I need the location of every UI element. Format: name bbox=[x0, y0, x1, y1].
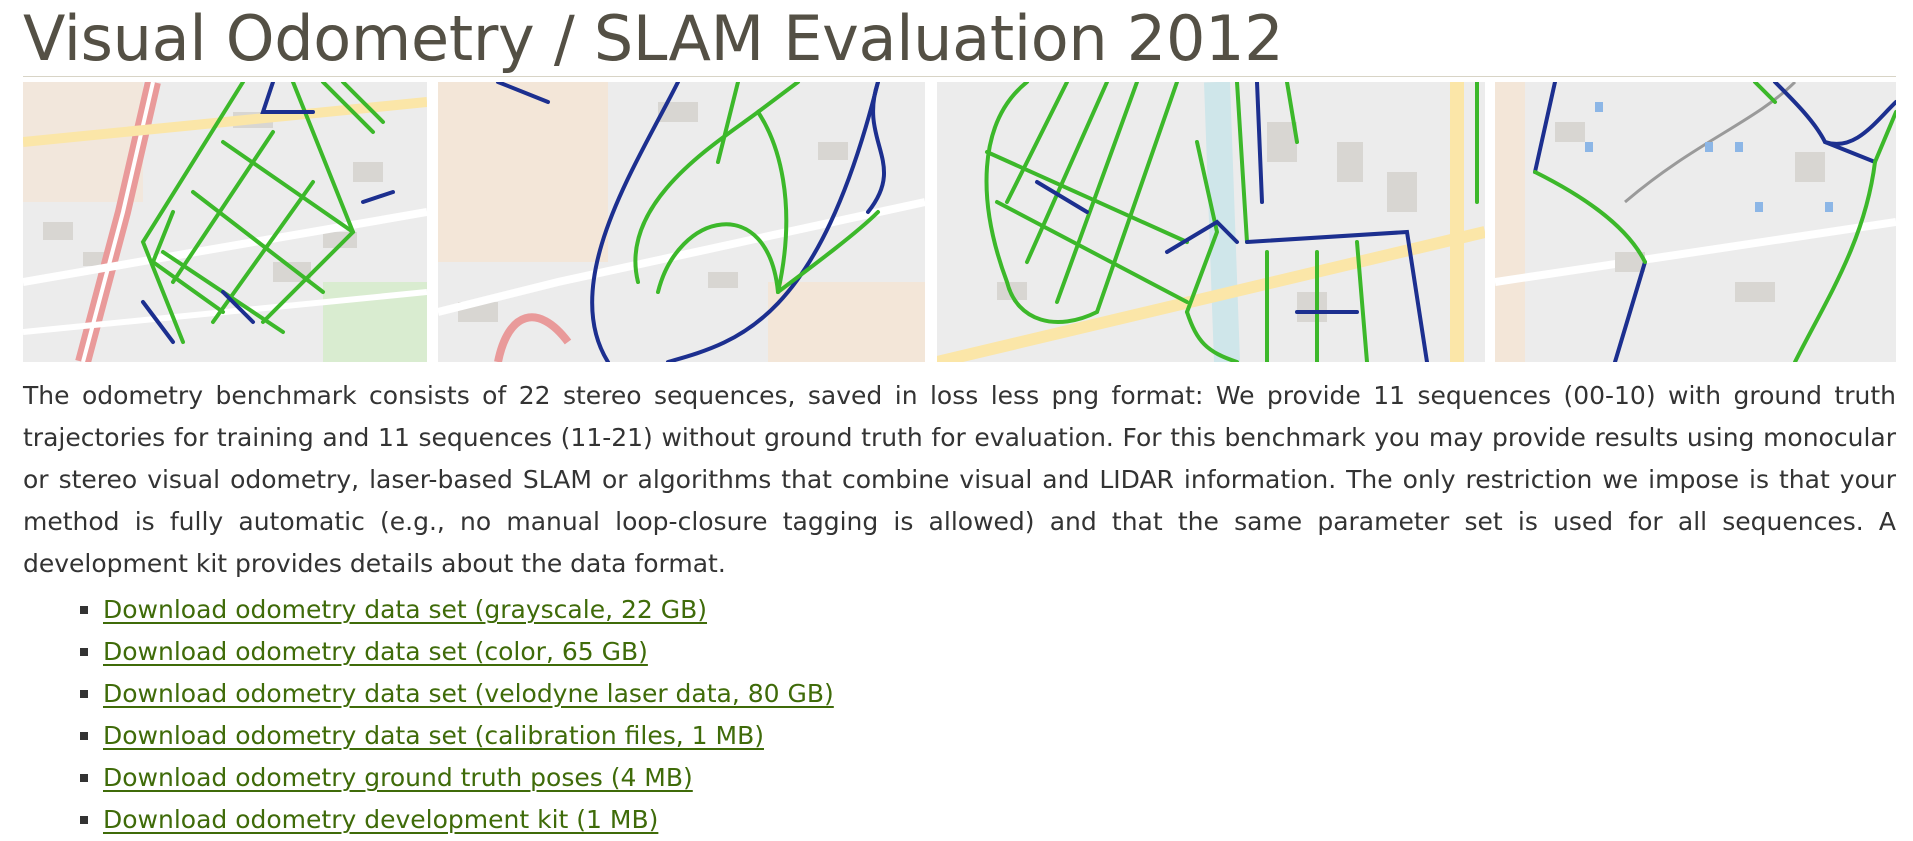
trajectory-map-3 bbox=[937, 82, 1485, 362]
download-item: Download odometry data set (velodyne las… bbox=[80, 673, 834, 715]
download-devkit-link[interactable]: Download odometry development kit (1 MB) bbox=[103, 805, 659, 834]
download-item: Download odometry development kit (1 MB) bbox=[80, 799, 834, 841]
download-color-link[interactable]: Download odometry data set (color, 65 GB… bbox=[103, 637, 648, 666]
download-grayscale-link[interactable]: Download odometry data set (grayscale, 2… bbox=[103, 595, 708, 624]
bullet-icon bbox=[80, 774, 88, 782]
bullet-icon bbox=[80, 606, 88, 614]
bullet-icon bbox=[80, 816, 88, 824]
trajectory-map-strip bbox=[23, 82, 1896, 362]
download-item: Download odometry data set (color, 65 GB… bbox=[80, 631, 834, 673]
bullet-icon bbox=[80, 732, 88, 740]
trajectory-map-1 bbox=[23, 82, 427, 362]
trajectory-map-4 bbox=[1495, 82, 1896, 362]
title-divider bbox=[23, 76, 1896, 77]
download-item: Download odometry data set (calibration … bbox=[80, 715, 834, 757]
bullet-icon bbox=[80, 648, 88, 656]
download-ground-truth-link[interactable]: Download odometry ground truth poses (4 … bbox=[103, 763, 693, 792]
download-calibration-link[interactable]: Download odometry data set (calibration … bbox=[103, 721, 764, 750]
download-item: Download odometry data set (grayscale, 2… bbox=[80, 589, 834, 631]
benchmark-description: The odometry benchmark consists of 22 st… bbox=[23, 381, 1896, 578]
bullet-icon bbox=[80, 690, 88, 698]
download-velodyne-link[interactable]: Download odometry data set (velodyne las… bbox=[103, 679, 834, 708]
page-title: Visual Odometry / SLAM Evaluation 2012 bbox=[23, 2, 1284, 75]
download-item: Download odometry ground truth poses (4 … bbox=[80, 757, 834, 799]
trajectory-map-2 bbox=[438, 82, 925, 362]
download-list: Download odometry data set (grayscale, 2… bbox=[80, 589, 834, 841]
